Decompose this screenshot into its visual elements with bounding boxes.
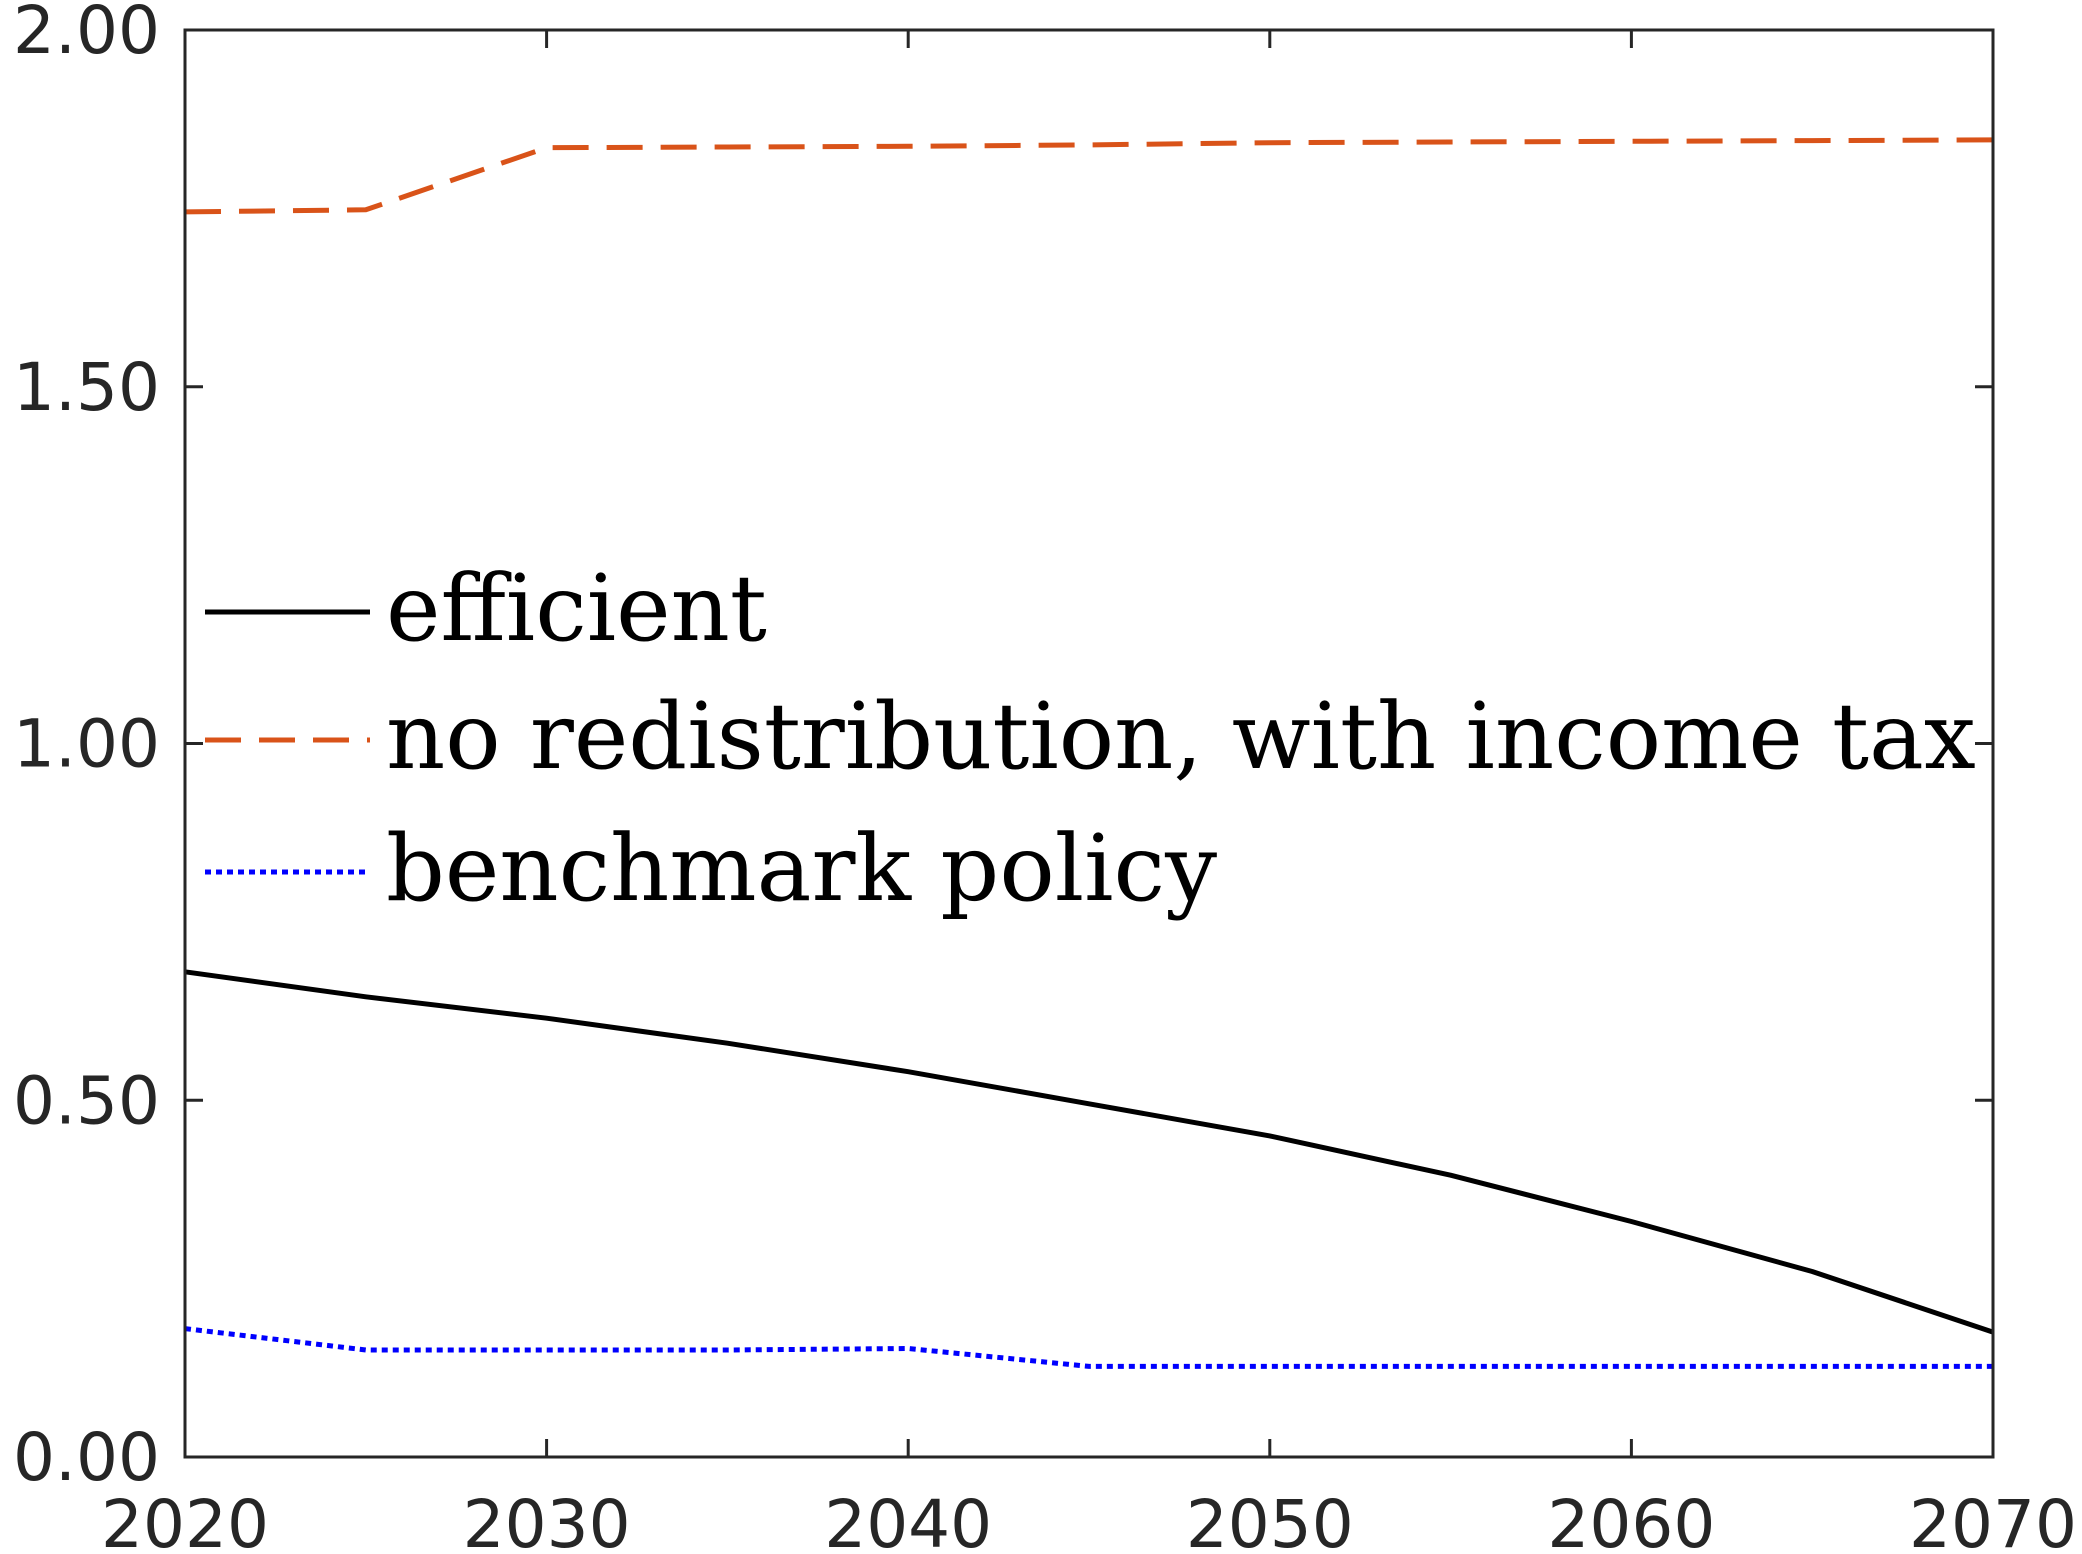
y-tick-label: 0.00	[13, 1419, 160, 1496]
tick-labels-layer: 2020 2030 2040 2050 2060 2070 0.00 0.50 1.00 1.50…	[13, 0, 2077, 1554]
y-tick-label: 1.00	[13, 706, 160, 783]
series-line-3	[184, 1326, 1993, 1369]
series-line-1	[184, 969, 1994, 1335]
x-tick-label: 2020	[101, 1486, 269, 1554]
x-tick-label: 2050	[1186, 1486, 1354, 1554]
legend-label-3: benchmark policy	[386, 815, 1217, 922]
x-tick-label: 2040	[824, 1486, 992, 1554]
series-line-2	[184, 137, 1994, 215]
series-layer	[184, 137, 1994, 1369]
y-tick-label: 1.50	[13, 349, 160, 426]
plot-frame	[183, 28, 1995, 1459]
x-tick-label: 2060	[1547, 1486, 1715, 1554]
y-tick-label: 2.00	[13, 0, 160, 69]
legend: efficient no redistribution, with income …	[205, 555, 1976, 922]
legend-label-1: efficient	[386, 555, 767, 662]
legend-label-2: no redistribution, with income tax	[386, 683, 1976, 790]
y-tick-label: 0.50	[13, 1062, 160, 1139]
x-tick-label: 2070	[1909, 1486, 2077, 1554]
x-tick-label: 2030	[463, 1486, 631, 1554]
